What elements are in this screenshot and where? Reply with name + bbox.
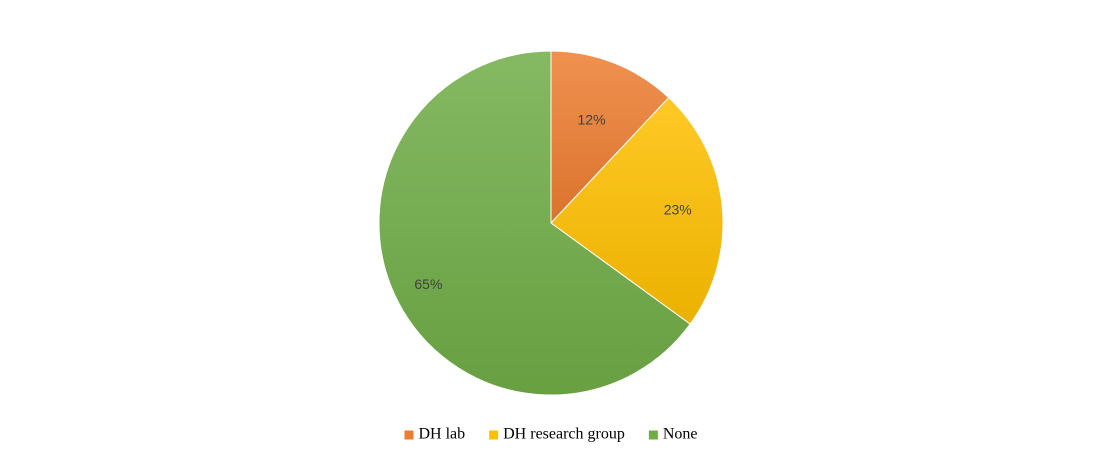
data-label-dh-research-group: 23% (664, 202, 692, 218)
legend-label-dh-research-group: DH research group (503, 426, 625, 443)
legend: DH lab DH research group None (404, 426, 698, 443)
pie-slice-none (378, 50, 691, 396)
data-label-none: 65% (414, 276, 442, 292)
pie-data-labels: 12% 23% 65% (414, 111, 691, 292)
pie-slices (378, 50, 724, 396)
legend-label-dh-lab: DH lab (418, 426, 465, 443)
pie-slice-dh-research-group (550, 96, 724, 325)
legend-swatch-none (648, 430, 658, 440)
pie-slice-dh-lab (550, 50, 670, 225)
legend-swatch-dh-research-group (489, 430, 499, 440)
legend-swatch-dh-lab (404, 430, 414, 440)
legend-label-none: None (663, 426, 698, 443)
data-label-dh-lab: 12% (578, 111, 606, 127)
